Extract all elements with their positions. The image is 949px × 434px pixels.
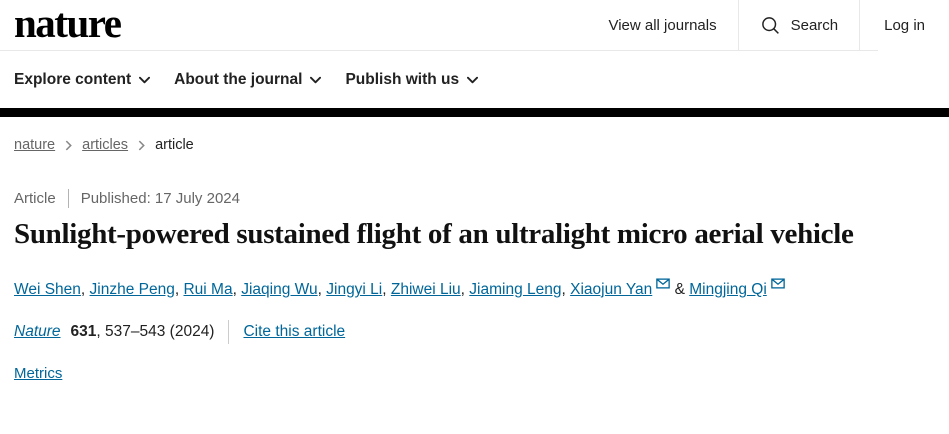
search-icon — [760, 15, 781, 36]
author-link[interactable]: Jiaqing Wu — [241, 280, 318, 298]
author-separator: & — [670, 280, 690, 298]
author-link[interactable]: Rui Ma — [183, 280, 233, 298]
nav-label: Publish with us — [345, 70, 460, 88]
author-link[interactable]: Jinzhe Peng — [89, 280, 175, 298]
main-navigation: Explore content About the journal Publis… — [0, 51, 949, 108]
cite-this-article-link[interactable]: Cite this article — [243, 323, 346, 341]
nav-about-the-journal[interactable]: About the journal — [174, 70, 322, 89]
citation-divider — [228, 320, 230, 345]
chevron-right-icon — [65, 140, 72, 151]
author-link[interactable]: Wei Shen — [14, 280, 81, 298]
search-label: Search — [790, 17, 839, 34]
published-date: Published: 17 July 2024 — [80, 190, 240, 207]
breadcrumb-nature-link[interactable]: nature — [14, 137, 56, 153]
chevron-down-icon — [139, 76, 151, 84]
author-separator: , — [80, 280, 90, 298]
breadcrumb: nature articles article — [14, 137, 935, 153]
metrics-row: Metrics — [14, 365, 935, 382]
author-link[interactable]: Mingjing Qi — [689, 280, 767, 298]
chevron-right-icon — [138, 140, 145, 151]
author-separator: , — [174, 280, 184, 298]
page-range: , 537–543 (2024) — [96, 323, 215, 341]
volume-number: 631 — [70, 323, 97, 341]
author-link[interactable]: Zhiwei Liu — [390, 280, 461, 298]
breadcrumb-articles-link[interactable]: articles — [82, 137, 129, 153]
nature-logo[interactable]: nature — [14, 0, 122, 46]
email-icon[interactable] — [656, 276, 671, 293]
author-separator: , — [382, 280, 391, 298]
view-all-journals-link[interactable]: View all journals — [608, 17, 717, 34]
search-button[interactable]: Search — [737, 0, 860, 51]
nav-label: About the journal — [174, 70, 303, 88]
nav-label: Explore content — [14, 70, 132, 88]
meta-divider — [67, 189, 69, 208]
header-divider — [0, 50, 878, 51]
author-separator: , — [317, 280, 327, 298]
email-icon[interactable] — [770, 276, 785, 293]
chevron-down-icon — [467, 76, 479, 84]
nav-explore-content[interactable]: Explore content — [14, 70, 151, 89]
header-top-row: nature View all journals Search Log in — [0, 0, 949, 51]
author-list: Wei Shen, Jinzhe Peng, Rui Ma, Jiaqing W… — [14, 278, 935, 301]
author-link[interactable]: Jiaming Leng — [469, 280, 562, 298]
citation-row: Nature 631 , 537–543 (2024) Cite this ar… — [14, 320, 935, 345]
login-link[interactable]: Log in — [859, 0, 949, 51]
metrics-link[interactable]: Metrics — [14, 365, 63, 383]
site-header: nature View all journals Search Log in E… — [0, 0, 949, 117]
article-header-section: Article Published: 17 July 2024 Sunlight… — [0, 189, 949, 382]
breadcrumb-current: article — [155, 137, 194, 153]
author-link[interactable]: Xiaojun Yan — [570, 280, 653, 298]
author-separator: , — [561, 280, 571, 298]
nav-publish-with-us[interactable]: Publish with us — [345, 70, 479, 89]
author-separator: , — [460, 280, 470, 298]
author-separator: , — [232, 280, 242, 298]
article-type-label: Article — [14, 190, 56, 207]
article-meta: Article Published: 17 July 2024 — [14, 189, 935, 208]
journal-link[interactable]: Nature — [14, 323, 61, 341]
author-link[interactable]: Jingyi Li — [326, 280, 383, 298]
chevron-down-icon — [310, 76, 322, 84]
page-title: Sunlight-powered sustained flight of an … — [14, 218, 854, 250]
header-black-rule — [0, 108, 949, 117]
header-actions: View all journals Search Log in — [587, 0, 949, 51]
